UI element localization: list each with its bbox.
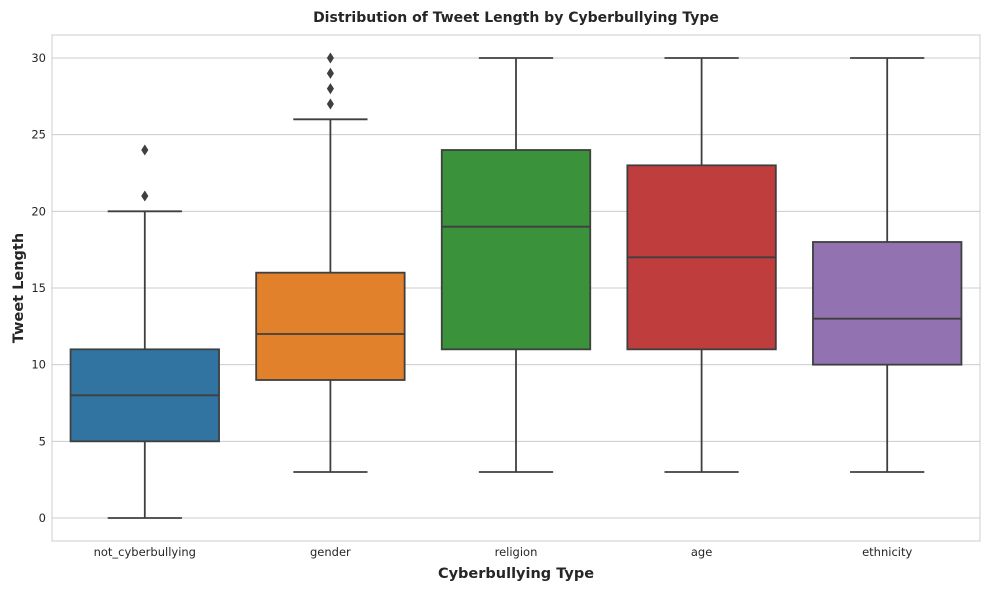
y-tick-label-5: 5 [39, 434, 46, 448]
x-tick-label-religion: religion [495, 545, 538, 559]
y-tick-label-30: 30 [31, 51, 46, 65]
box-group-ethnicity [812, 57, 963, 473]
box-group-gender [255, 52, 406, 473]
y-tick-label-0: 0 [39, 511, 46, 525]
x-tick-label-gender: gender [310, 545, 351, 559]
outlier-not-cyberbullying-21 [141, 190, 149, 202]
box-religion [440, 149, 592, 351]
x-axis-title: Cyberbullying Type [438, 566, 594, 582]
x-tick-label-not-cyberbullying: not_cyberbullying [94, 545, 196, 559]
y-tick-label-20: 20 [31, 204, 46, 218]
x-tick-label-age: age [691, 545, 712, 559]
box-group-not-cyberbullying [69, 144, 220, 519]
outlier-not-cyberbullying-24 [141, 144, 149, 156]
box-group-religion [440, 57, 592, 473]
outlier-gender-27 [326, 98, 334, 110]
boxes-layer [69, 52, 963, 519]
x-tick-labels: not_cyberbullying gender religion age ethnic… [94, 545, 913, 559]
box-gender [255, 271, 406, 381]
y-tick-label-10: 10 [31, 358, 46, 372]
x-tick-label-ethnicity: ethnicity [862, 545, 912, 559]
outlier-gender-30 [326, 52, 334, 64]
y-tick-labels: 0 5 10 15 20 25 30 [31, 51, 46, 525]
y-tick-label-25: 25 [31, 128, 46, 142]
y-axis-title: Tweet Length [11, 233, 27, 343]
box-ethnicity [812, 241, 963, 366]
y-tick-label-15: 15 [31, 281, 46, 295]
chart-title: Distribution of Tweet Length by Cyberbul… [313, 10, 719, 26]
outlier-gender-28 [326, 83, 334, 95]
plot-area-frame [51, 34, 981, 542]
outlier-gender-29 [326, 67, 334, 79]
box-group-age [626, 57, 777, 473]
